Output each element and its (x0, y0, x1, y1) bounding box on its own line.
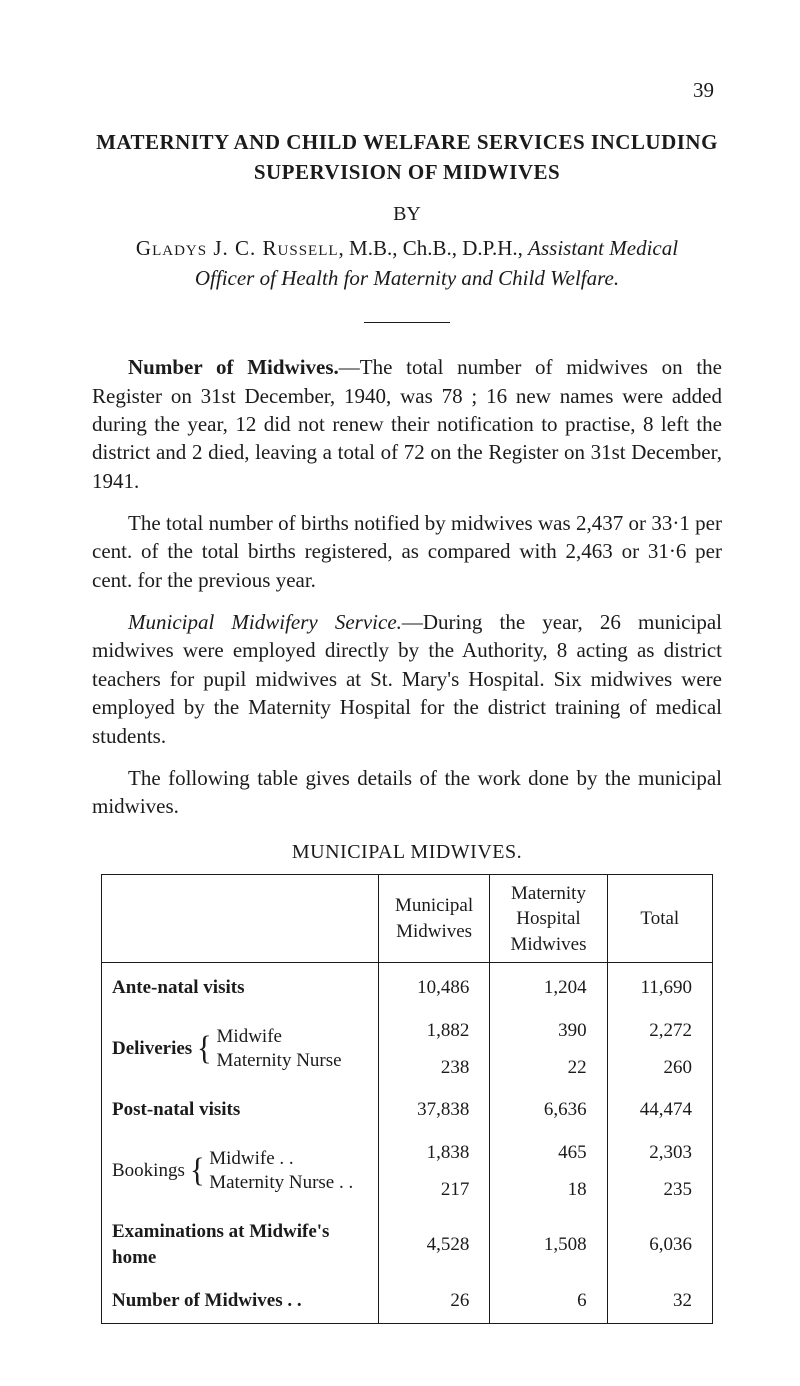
author-officer-line: Officer of Health for Maternity and Chil… (92, 264, 722, 292)
group-item-label: Maternity Nurse (217, 1049, 342, 1073)
cell: 11,690 (607, 963, 712, 1006)
table-header-total: Total (607, 874, 712, 963)
page-title-line1: MATERNITY AND CHILD WELFARE SERVICES INC… (92, 128, 722, 156)
cell: 260 (607, 1049, 712, 1086)
cell: 235 (607, 1171, 712, 1208)
cell: 2,303 (607, 1128, 712, 1171)
cell: 10,486 (378, 963, 490, 1006)
cell: 18 (490, 1171, 607, 1208)
table-header-maternity: Maternity Hospital Midwives (490, 874, 607, 963)
cell: 217 (378, 1171, 490, 1208)
cell: 6 (490, 1276, 607, 1324)
cell: 6,036 (607, 1207, 712, 1275)
table-header-row: Municipal Midwives Maternity Hospital Mi… (102, 874, 713, 963)
author-role: Assistant Medical (528, 236, 678, 260)
row-label: Examinations at Midwife's home (102, 1207, 379, 1275)
row-group-bookings: Bookings { Midwife . . Maternity Nurse .… (102, 1128, 379, 1207)
para4-text: The following table gives details of the… (92, 766, 722, 818)
cell: 2,272 (607, 1006, 712, 1049)
table-caption: MUNICIPAL MIDWIVES. (92, 839, 722, 866)
cell: 26 (378, 1276, 490, 1324)
table-row: Deliveries { Midwife Maternity Nurse 1,8… (102, 1006, 713, 1049)
page-title-line2: SUPERVISION OF MIDWIVES (92, 158, 722, 186)
municipal-midwives-table: Municipal Midwives Maternity Hospital Mi… (101, 874, 713, 1325)
table-body: Ante-natal visits 10,486 1,204 11,690 De… (102, 963, 713, 1324)
group-lead: Deliveries (112, 1025, 196, 1073)
author-name: Gladys J. C. Russell (136, 236, 339, 260)
municipal-midwives-table-wrapper: Municipal Midwives Maternity Hospital Mi… (101, 874, 713, 1325)
paragraph-3: Municipal Midwifery Service.—During the … (92, 608, 722, 750)
by-label: BY (92, 201, 722, 228)
table-row: Number of Midwives . . 26 6 32 (102, 1276, 713, 1324)
paragraph-4: The following table gives details of the… (92, 764, 722, 821)
brace-icon: { (197, 1025, 215, 1073)
page-number: 39 (693, 76, 714, 104)
cell: 1,508 (490, 1207, 607, 1275)
group-item-label: Maternity Nurse . . (209, 1171, 353, 1195)
cell: 390 (490, 1006, 607, 1049)
cell: 32 (607, 1276, 712, 1324)
table-row: Examinations at Midwife's home 4,528 1,5… (102, 1207, 713, 1275)
group-item-label: Midwife (217, 1025, 342, 1049)
cell: 1,882 (378, 1006, 490, 1049)
author-degrees: , M.B., Ch.B., D.P.H., (339, 236, 529, 260)
brace-icon: { (190, 1147, 208, 1195)
cell: 44,474 (607, 1085, 712, 1128)
paragraph-1: Number of Midwives.—The total number of … (92, 353, 722, 495)
cell: 238 (378, 1049, 490, 1086)
row-group-deliveries: Deliveries { Midwife Maternity Nurse (102, 1006, 379, 1085)
cell: 37,838 (378, 1085, 490, 1128)
table-header-blank (102, 874, 379, 963)
cell: 1,204 (490, 963, 607, 1006)
group-item-label: Midwife . . (209, 1147, 353, 1171)
para2-text: The total number of births notified by m… (92, 511, 722, 592)
table-row: Post-natal visits 37,838 6,636 44,474 (102, 1085, 713, 1128)
table-row: Bookings { Midwife . . Maternity Nurse .… (102, 1128, 713, 1171)
table-header-municipal: Municipal Midwives (378, 874, 490, 963)
row-label: Post-natal visits (102, 1085, 379, 1128)
document-page: 39 MATERNITY AND CHILD WELFARE SERVICES … (0, 0, 800, 1386)
para3-lead: Municipal Midwifery Service. (128, 610, 402, 634)
author-line: Gladys J. C. Russell, M.B., Ch.B., D.P.H… (92, 234, 722, 262)
para1-lead: Number of Midwives. (128, 355, 339, 379)
table-row: Ante-natal visits 10,486 1,204 11,690 (102, 963, 713, 1006)
cell: 6,636 (490, 1085, 607, 1128)
cell: 465 (490, 1128, 607, 1171)
row-label: Number of Midwives . . (102, 1276, 379, 1324)
group-lead: Bookings (112, 1147, 189, 1195)
section-rule (364, 322, 450, 323)
cell: 4,528 (378, 1207, 490, 1275)
cell: 1,838 (378, 1128, 490, 1171)
cell: 22 (490, 1049, 607, 1086)
row-label: Ante-natal visits (102, 963, 379, 1006)
paragraph-2: The total number of births notified by m… (92, 509, 722, 594)
